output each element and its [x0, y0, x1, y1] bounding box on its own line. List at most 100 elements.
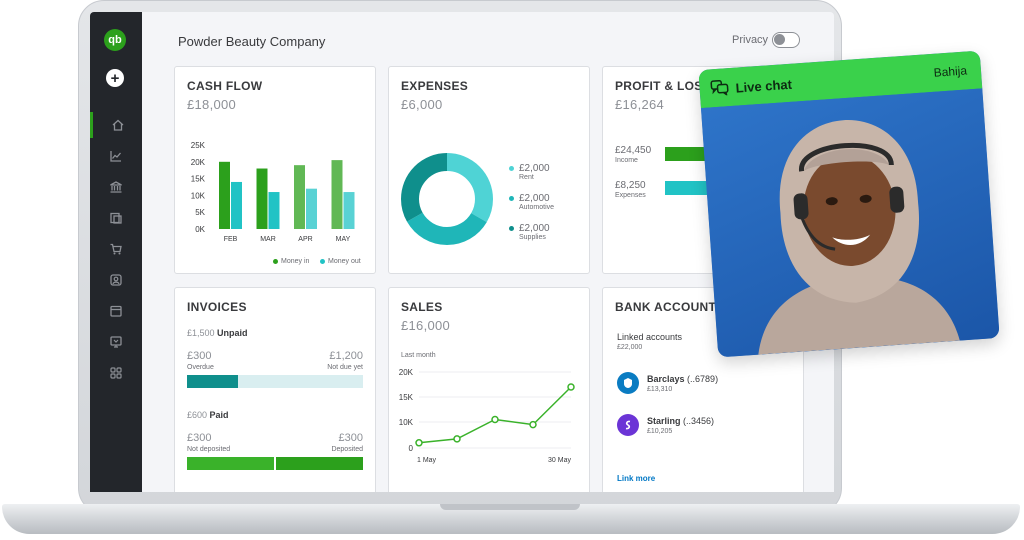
card-title: PROFIT & LOSS: [615, 79, 711, 93]
y-tick-label: 10K: [191, 191, 206, 200]
y-tick-label: 5K: [195, 208, 205, 217]
unpaid-amount: £1,500: [187, 328, 215, 338]
x-tick-label: FEB: [224, 236, 238, 243]
account-number: (..3456): [683, 416, 715, 426]
unpaid-label: Unpaid: [217, 328, 248, 338]
sales-line-chart: 20K 15K 10K 01 May 30 May: [399, 368, 575, 464]
bar-money-in: [294, 165, 305, 229]
card-amount: £18,000: [187, 97, 237, 112]
account-name: Starling: [647, 416, 681, 426]
app-screen: qb + Powder Beauty Company Priv: [90, 12, 834, 492]
sales-point: [567, 383, 575, 391]
overdue-bar: [187, 375, 238, 388]
bar-money-in: [256, 168, 268, 229]
calendar-icon[interactable]: [90, 298, 142, 324]
paid-summary: £600 Paid: [187, 410, 229, 420]
paid-label: Paid: [209, 410, 229, 420]
toggle-knob: [774, 34, 785, 45]
live-chat-card[interactable]: Live chat Bahija: [698, 50, 1000, 358]
legend-dot: [273, 259, 278, 264]
legend-money-in: Money in: [273, 258, 309, 265]
deposited-value: £300: [338, 432, 363, 444]
chart-icon[interactable]: [90, 143, 142, 169]
privacy-toggle[interactable]: [772, 32, 800, 48]
overdue-label: Overdue: [187, 364, 214, 371]
not-due-value: £1,200: [329, 350, 363, 362]
sales-card[interactable]: SALES £16,000 Last month 20K 15K 10K 0 1 May…: [388, 287, 590, 492]
expenses-card[interactable]: EXPENSES £6,000 £2,000 Rent £2,000 Autom…: [388, 66, 590, 274]
sidebar: qb +: [90, 12, 142, 492]
card-title: BANK ACCOUNTS: [615, 300, 725, 314]
expenses-value: £8,250: [615, 180, 646, 191]
y-tick-label: 0K: [195, 225, 205, 234]
account-balance: £13,310: [647, 386, 673, 393]
x-tick-label: MAY: [336, 236, 351, 243]
expense-label: Rent: [519, 174, 534, 181]
period-label: Last month: [401, 352, 436, 359]
y-tick-label: 0: [409, 444, 414, 453]
laptop-notch: [440, 504, 580, 510]
not-deposited-label: Not deposited: [187, 446, 231, 453]
apps-grid-icon[interactable]: [90, 360, 142, 386]
income-label: Income: [615, 157, 638, 164]
card-amount: £16,000: [401, 318, 451, 333]
expense-item-rent: £2,000 Rent: [509, 163, 550, 181]
starling-account[interactable]: Starling (..3456): [647, 416, 714, 426]
receipt-icon[interactable]: [90, 205, 142, 231]
account-name: Barclays: [647, 374, 685, 384]
bank-accounts-card[interactable]: BANK ACCOUNTS Linked accounts £22,000 Ba…: [602, 287, 804, 492]
overdue-value: £300: [187, 350, 212, 362]
income-value: £24,450: [615, 145, 652, 156]
link-more-link[interactable]: Link more: [617, 474, 656, 483]
cash-flow-card[interactable]: CASH FLOW £18,000 25K 20K 15K 10K 5K 0K FEB MAR…: [174, 66, 376, 274]
sales-point: [491, 415, 499, 424]
x-tick-label: APR: [298, 236, 312, 243]
agent-photo: [700, 88, 1000, 358]
bank-icon[interactable]: [90, 174, 142, 200]
sales-point: [453, 435, 461, 443]
sales-point: [415, 439, 423, 447]
barclays-account[interactable]: Barclays (..6789): [647, 374, 718, 384]
y-tick-label: 10K: [399, 418, 414, 427]
legend-label: Money out: [328, 258, 361, 265]
unpaid-summary: £1,500 Unpaid: [187, 328, 248, 338]
cart-icon[interactable]: [90, 236, 142, 262]
live-chat-header: Live chat Bahija: [698, 50, 983, 109]
expenses-label: Expenses: [615, 192, 646, 199]
expenses-donut: [401, 153, 493, 245]
contacts-icon[interactable]: [90, 267, 142, 293]
monitor-icon[interactable]: [90, 329, 142, 355]
expense-item-supplies: £2,000 Supplies: [509, 223, 550, 241]
card-title: CASH FLOW: [187, 79, 263, 93]
legend-dot: [509, 226, 514, 231]
chat-bubbles-icon: [710, 80, 729, 97]
not-deposited-value: £300: [187, 432, 212, 444]
bar-money-in: [331, 160, 343, 229]
expense-value: £2,000: [519, 163, 550, 174]
expense-value: £2,000: [519, 193, 550, 204]
y-tick-label: 20K: [191, 158, 206, 167]
linked-accounts-total: £22,000: [617, 344, 643, 351]
quickbooks-logo[interactable]: qb: [104, 29, 126, 51]
bar-money-out: [268, 192, 280, 229]
new-button[interactable]: +: [106, 69, 124, 87]
bar-money-out: [306, 188, 317, 229]
invoices-card[interactable]: INVOICES £1,500 Unpaid £300 Overdue £1,2…: [174, 287, 376, 492]
account-balance: £10,205: [647, 428, 673, 435]
legend-dot: [509, 196, 514, 201]
home-icon[interactable]: [90, 112, 142, 138]
y-tick-label: 25K: [191, 141, 206, 150]
not-due-bar: [238, 375, 363, 388]
cash-flow-chart: 25K 20K 15K 10K 5K 0K FEB MAR APR MAY: [191, 141, 355, 243]
bar-money-in: [219, 161, 230, 229]
card-title: SALES: [401, 300, 443, 314]
agent-portrait-illustration: [758, 120, 960, 355]
bar-money-out: [343, 192, 355, 229]
card-amount: £6,000: [401, 97, 443, 112]
expense-value: £2,000: [519, 223, 550, 234]
expense-item-automotive: £2,000 Automotive: [509, 193, 554, 211]
company-name: Powder Beauty Company: [178, 34, 326, 49]
deposited-bar: [276, 457, 363, 470]
legend-label: Money in: [281, 258, 310, 265]
legend-dot: [509, 166, 514, 171]
